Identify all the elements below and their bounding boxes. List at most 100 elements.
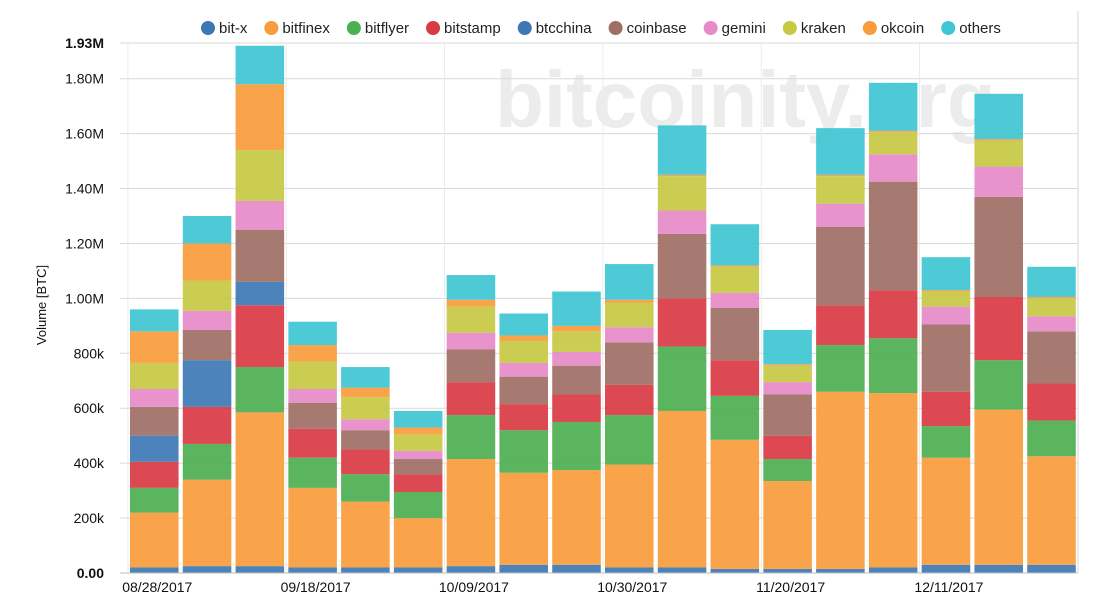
bars	[130, 45, 1076, 573]
y-tick-label: 600k	[74, 400, 105, 416]
legend-label-kraken: kraken	[801, 20, 846, 37]
bar-segment-bitstamp	[763, 435, 812, 460]
bar-segment-bit-x	[605, 567, 654, 573]
bar-segment-bitflyer	[657, 346, 707, 411]
bar-segment-others	[393, 410, 443, 428]
bar-segment-bitflyer	[446, 415, 496, 460]
bar-segment-gemini	[552, 351, 601, 366]
bar-segment-bitfinex	[499, 472, 548, 565]
legend-label-gemini: gemini	[722, 20, 766, 37]
bar-segment-bitflyer	[182, 443, 232, 480]
x-tick-label: 10/09/2017	[439, 579, 509, 595]
bar-segment-bitflyer	[552, 421, 601, 471]
bar-segment-bit-x	[552, 564, 601, 573]
legend-label-others: others	[959, 20, 1001, 37]
bar-segment-bitfinex	[552, 470, 601, 565]
x-tick-label: 09/18/2017	[281, 579, 351, 595]
bar-segment-bit-x	[921, 564, 971, 573]
legend-marker-gemini	[703, 21, 718, 35]
legend-label-bitstamp: bitstamp	[444, 20, 501, 37]
bar-segment-gemini	[499, 362, 548, 377]
bar-segment-coinbase	[288, 402, 337, 429]
bar-segment-bit-x	[341, 567, 390, 573]
bar-segment-coinbase	[235, 229, 285, 282]
y-tick-label: 1.20M	[65, 235, 104, 251]
bar-segment-bit-x	[763, 568, 812, 573]
bar-segment-others	[288, 321, 337, 346]
bar-segment-bitstamp	[921, 391, 971, 427]
bar-segment-kraken	[816, 176, 865, 204]
bar-segment-bitfinex	[710, 439, 760, 569]
bar-segment-gemini	[182, 310, 232, 330]
bar-segment-others	[921, 257, 971, 291]
bar-segment-bitstamp	[235, 305, 285, 368]
bar-segment-bitstamp	[657, 298, 707, 347]
legend-marker-bitfinex	[264, 21, 279, 35]
bar-segment-bitfinex	[657, 410, 707, 568]
x-tick-label: 11/20/2017	[756, 579, 825, 595]
legend-item-bitstamp: bitstamp	[426, 20, 501, 37]
bar-segment-coinbase	[499, 376, 548, 405]
bar-segment-bitstamp	[499, 404, 548, 431]
bar-segment-others	[235, 45, 285, 85]
legend-marker-bitflyer	[346, 21, 361, 35]
bar-segment-bitfinex	[130, 512, 179, 568]
legend-item-btcchina: btcchina	[517, 20, 592, 37]
bar-segment-okcoin	[499, 335, 548, 341]
bar-segment-bitfinex	[182, 479, 232, 567]
bar-segment-bitfinex	[341, 501, 390, 568]
y-tick-label: 1.40M	[65, 181, 104, 197]
bar-segment-others	[1027, 266, 1076, 298]
bar-segment-others	[605, 264, 654, 300]
legend-label-coinbase: coinbase	[627, 20, 687, 37]
legend-marker-btcchina	[517, 21, 532, 35]
bar-segment-bitfinex	[868, 393, 918, 568]
bar-segment-kraken	[182, 280, 232, 311]
bar-segment-btcchina	[235, 281, 285, 306]
bar-segment-bit-x	[974, 564, 1023, 573]
legend-item-okcoin: okcoin	[862, 20, 924, 37]
bar-segment-gemini	[288, 389, 337, 403]
legend-marker-bit-x	[201, 21, 215, 35]
bar-segment-others	[182, 216, 232, 244]
y-tick-label: 400k	[74, 455, 105, 471]
bar-segment-okcoin	[605, 299, 654, 303]
bar-segment-okcoin	[921, 290, 971, 292]
bar-segment-bitfinex	[816, 391, 865, 569]
bar-segment-kraken	[235, 150, 285, 201]
bar-segment-bitfinex	[605, 464, 654, 568]
legend-item-coinbase: coinbase	[608, 20, 687, 37]
y-tick-label: 1.60M	[65, 126, 104, 142]
y-axis-ticks: 0.00 200k 400k 600k 800k 1.00M 1.20M 1.40M 1.60M…	[65, 35, 105, 581]
bar-segment-gemini	[921, 306, 971, 325]
x-tick-label: 12/11/2017	[914, 579, 983, 595]
bar-segment-btcchina	[182, 360, 232, 407]
legend-label-okcoin: okcoin	[881, 20, 924, 37]
bar-segment-kraken	[868, 132, 918, 155]
bar-segment-kraken	[921, 291, 971, 307]
bar-segment-bit-x	[499, 564, 548, 573]
bar-segment-okcoin	[446, 299, 496, 307]
bar-segment-coinbase	[816, 226, 865, 306]
bar-segment-coinbase	[552, 365, 601, 395]
bar-segment-bit-x	[657, 567, 707, 573]
bar-segment-okcoin	[288, 345, 337, 362]
bar-segment-bitstamp	[710, 360, 760, 396]
bar-segment-others	[552, 291, 601, 326]
bar-segment-bitstamp	[605, 384, 654, 416]
bar-segment-others	[710, 224, 760, 266]
bar-segment-bitfinex	[1027, 456, 1076, 565]
bar-segment-bitstamp	[130, 461, 179, 488]
x-axis-ticks: 08/28/2017 09/18/2017 10/09/2017 10/30/2017…	[122, 579, 983, 595]
bar-segment-coinbase	[393, 459, 443, 475]
y-tick-label: 1.93M	[65, 35, 104, 51]
bar-segment-bit-x	[1027, 564, 1076, 573]
bar-segment-bitflyer	[235, 367, 285, 413]
bar-segment-coinbase	[657, 233, 707, 299]
bar-segment-okcoin	[816, 174, 865, 177]
bar-segment-kraken	[974, 140, 1023, 167]
bar-segment-bitflyer	[288, 457, 337, 488]
bar-segment-bitflyer	[763, 459, 812, 482]
bar-segment-bitflyer	[974, 360, 1023, 410]
bar-segment-bitflyer	[816, 345, 865, 392]
